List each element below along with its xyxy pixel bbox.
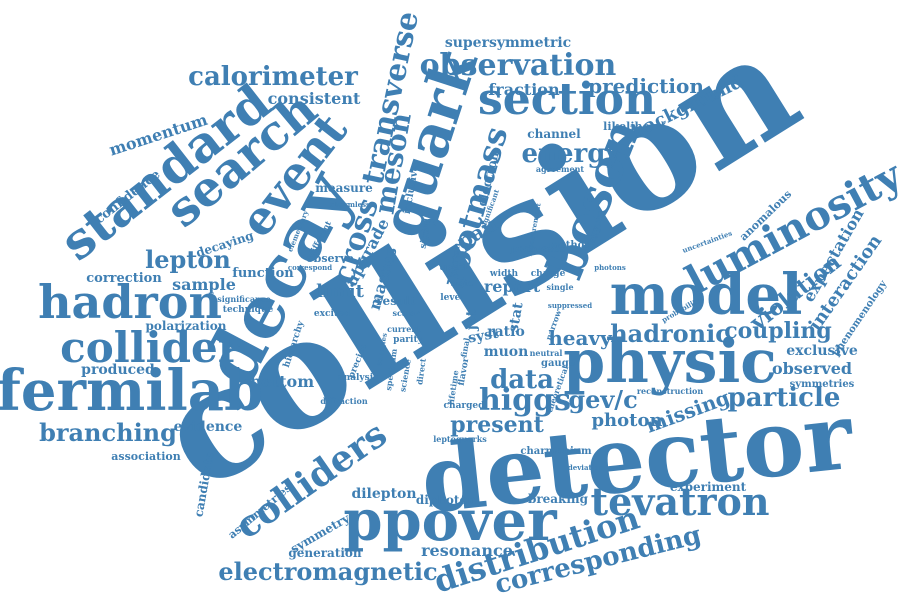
word-sample: sample <box>172 275 236 294</box>
word-hadron: hadron <box>38 275 222 329</box>
word-branching: branching <box>39 418 177 447</box>
word-physic: physic <box>563 327 777 397</box>
word-report: report <box>484 277 541 296</box>
word-deviation: deviation <box>568 463 604 472</box>
word-supersymmetric: supersymmetric <box>445 35 571 51</box>
word-exclusive: exclusive <box>786 343 858 359</box>
word-suppressed: suppressed <box>548 301 592 310</box>
word-dilepton: dilepton <box>351 486 416 502</box>
word-parton: parton <box>449 242 463 277</box>
word-likelihood: likelihood <box>603 120 665 133</box>
word-charmless: charmless <box>330 200 370 209</box>
word-correction: correction <box>86 271 162 286</box>
word-charged: charged <box>444 401 486 411</box>
word-syst: syst <box>467 325 500 346</box>
word-lepton: lepton <box>145 245 231 274</box>
word-correspond: correspond <box>288 263 332 272</box>
word-breaking: breaking <box>528 492 589 506</box>
word-model: model <box>610 262 803 328</box>
word-state: state <box>451 278 473 288</box>
word-association: association <box>111 450 180 463</box>
word-result: result <box>376 294 416 308</box>
word-hadronic: hadronic <box>610 319 730 348</box>
word-evidence: evidence <box>174 419 243 435</box>
word-method: method <box>549 240 592 251</box>
word-processes: processes <box>511 244 566 255</box>
word-bottom: bottom <box>250 372 314 391</box>
word-measure: measure <box>315 181 373 195</box>
word-analysis: analysis <box>338 373 378 383</box>
word-neutral: neutral <box>530 348 563 358</box>
word-generation: generation <box>288 546 362 560</box>
word-jet: jet <box>464 309 480 332</box>
word-collider: collider <box>60 323 241 372</box>
word-consistent: consistent <box>268 89 361 108</box>
word-width: width <box>489 269 519 279</box>
word-energy: energy <box>522 139 622 169</box>
word-muon: muon <box>484 344 529 360</box>
word-gauge: gauge <box>541 358 575 369</box>
word-heavy: heavy <box>548 326 613 350</box>
word-polarization: polarization <box>145 319 226 333</box>
word-present: present <box>450 412 544 438</box>
word-produced: produced <box>81 362 155 378</box>
word-leptoquarks: leptoquarks <box>433 434 487 444</box>
word-observation: observation <box>420 48 617 83</box>
word-photon: photon <box>591 410 662 431</box>
word-ratio: ratio <box>487 324 525 340</box>
word-observe: observe <box>306 252 353 265</box>
word-level: level <box>440 293 464 303</box>
word-coupling: coupling <box>724 318 832 344</box>
word-electromagnetic: electromagnetic <box>218 557 437 586</box>
word-upper: upper <box>439 263 469 273</box>
word-observed: observed <box>772 359 852 378</box>
word-parity: parity <box>393 335 423 345</box>
word-technique: technique <box>223 305 274 315</box>
word-particle: particle <box>728 383 841 413</box>
word-excited: excited <box>314 309 351 319</box>
word-charmonium: charmonium <box>520 446 592 457</box>
word-photons: photons <box>594 263 626 272</box>
word-section: section <box>478 74 656 125</box>
word-stat: stat <box>506 301 527 334</box>
word-diphoton: diphoton <box>416 493 477 507</box>
word-flavor: flavor <box>457 357 472 387</box>
word-agreement: agreement <box>536 164 585 174</box>
word-scalar: scalar <box>393 308 421 318</box>
word-prediction: prediction <box>588 74 704 98</box>
word-experiment: experiment <box>670 480 747 494</box>
word-fraction: fraction <box>488 80 560 99</box>
word-lifetime: lifetime <box>446 370 461 406</box>
word-data: data <box>490 365 554 395</box>
word-higgs: higgs <box>479 383 571 418</box>
word-current: current <box>387 324 421 334</box>
word-ppover: ppover <box>343 488 558 554</box>
word-diffraction: diffraction <box>320 396 368 406</box>
word-direct: direct <box>414 357 428 385</box>
word-tevatron: tevatron <box>591 479 770 524</box>
word-fermilab: fermilab <box>0 358 263 424</box>
word-significance: significance <box>217 294 271 304</box>
word-charge: charge <box>531 269 566 279</box>
word-single: single <box>546 282 573 292</box>
word-gev-c: gev/c <box>568 385 637 414</box>
word-calorimeter: calorimeter <box>188 62 358 92</box>
word-function: function <box>232 266 294 281</box>
word-channel: channel <box>527 127 581 141</box>
word-reconstruction: reconstruction <box>637 386 704 396</box>
word-final: final <box>458 337 471 358</box>
word-resonance: resonance <box>421 541 513 560</box>
word-limit: limit <box>316 281 365 302</box>
word-symmetries: symmetries <box>790 379 855 390</box>
